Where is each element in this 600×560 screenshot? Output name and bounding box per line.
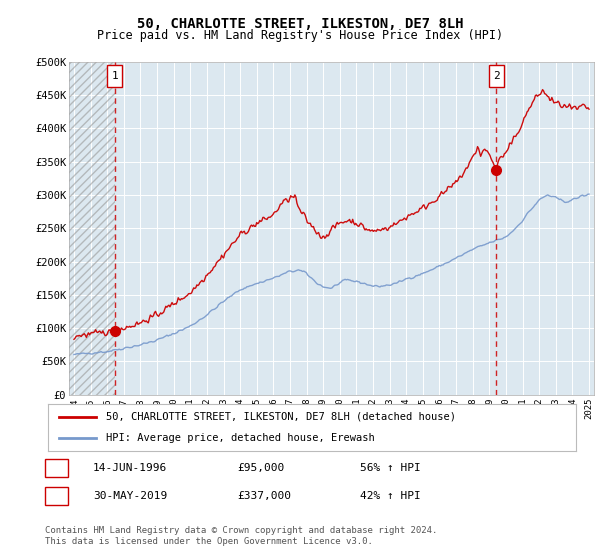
Text: 50, CHARLOTTE STREET, ILKESTON, DE7 8LH (detached house): 50, CHARLOTTE STREET, ILKESTON, DE7 8LH …: [106, 412, 456, 422]
Text: £95,000: £95,000: [237, 463, 284, 473]
Text: 14-JUN-1996: 14-JUN-1996: [93, 463, 167, 473]
Text: 1: 1: [53, 463, 60, 473]
FancyBboxPatch shape: [489, 65, 504, 87]
Text: 56% ↑ HPI: 56% ↑ HPI: [360, 463, 421, 473]
Text: 2: 2: [493, 71, 500, 81]
Text: 42% ↑ HPI: 42% ↑ HPI: [360, 491, 421, 501]
FancyBboxPatch shape: [107, 65, 122, 87]
Text: HPI: Average price, detached house, Erewash: HPI: Average price, detached house, Erew…: [106, 433, 375, 444]
Text: 2: 2: [53, 491, 60, 501]
Text: 50, CHARLOTTE STREET, ILKESTON, DE7 8LH: 50, CHARLOTTE STREET, ILKESTON, DE7 8LH: [137, 17, 463, 31]
Bar: [69, 62, 115, 395]
Text: Contains HM Land Registry data © Crown copyright and database right 2024.
This d: Contains HM Land Registry data © Crown c…: [45, 526, 437, 546]
Text: 30-MAY-2019: 30-MAY-2019: [93, 491, 167, 501]
Text: 1: 1: [112, 71, 118, 81]
Text: Price paid vs. HM Land Registry's House Price Index (HPI): Price paid vs. HM Land Registry's House …: [97, 29, 503, 42]
Text: £337,000: £337,000: [237, 491, 291, 501]
